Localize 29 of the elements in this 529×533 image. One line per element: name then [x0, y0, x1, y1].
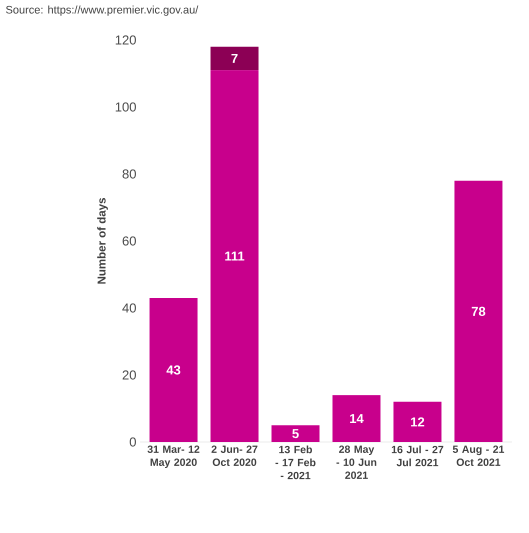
- bar: [210, 70, 259, 442]
- bar: [454, 180, 502, 442]
- y-tick-label: 20: [122, 370, 136, 380]
- y-tick-label: 100: [116, 102, 136, 112]
- bar: [332, 395, 380, 442]
- bar: [210, 46, 259, 70]
- bar: [393, 402, 442, 442]
- data-label: 7: [231, 54, 238, 63]
- data-label: 12: [411, 417, 424, 426]
- x-tick-label: 16 Jul - 27 Jul 2021: [392, 446, 444, 466]
- data-label: 111: [225, 252, 244, 261]
- x-tick-label: 28 May - 10 Jun 2021: [336, 446, 376, 479]
- source-note: Source: https://www.premier.vic.gov.au/: [6, 6, 198, 16]
- y-tick-label: 40: [122, 303, 136, 313]
- data-label: 5: [292, 429, 299, 438]
- x-tick-label: 2 Jun- 27 Oct 2020: [212, 446, 258, 466]
- bar: [150, 298, 198, 442]
- x-tick-label: 5 Aug - 21 Oct 2021: [452, 446, 504, 466]
- data-label: 43: [166, 365, 180, 375]
- y-tick-label: 120: [116, 35, 136, 45]
- x-tick-label: 13 Feb - 17 Feb - 2021: [275, 446, 316, 480]
- data-label: 14: [350, 414, 364, 424]
- y-tick-label: 80: [122, 169, 136, 179]
- data-label: 78: [472, 306, 486, 316]
- y-axis-title: Number of days: [97, 198, 108, 284]
- y-tick-label: 0: [130, 437, 136, 447]
- bar: [272, 425, 320, 442]
- y-tick-label: 60: [122, 236, 136, 246]
- x-tick-label: 31 Mar- 12 May 2020: [148, 446, 200, 468]
